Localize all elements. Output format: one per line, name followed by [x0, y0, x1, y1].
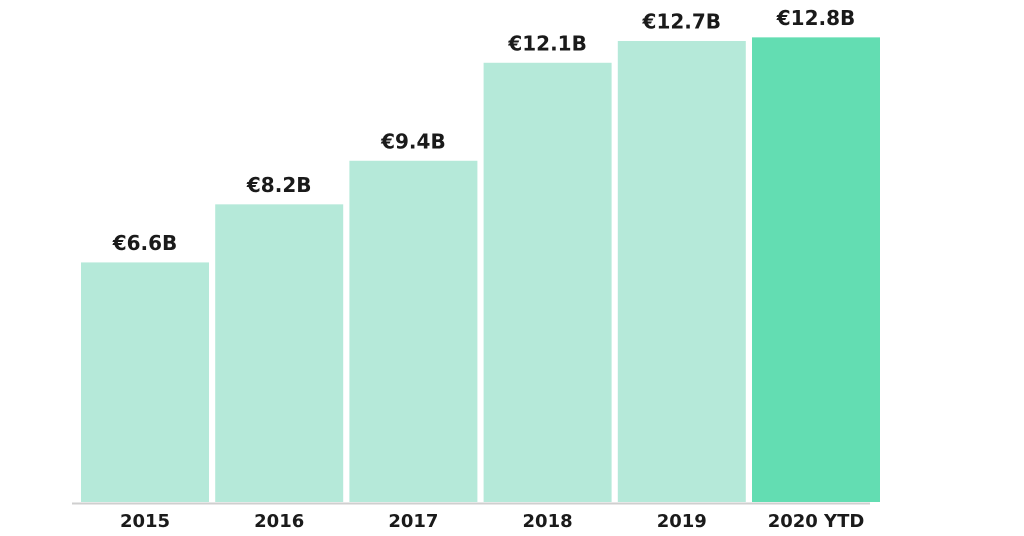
value-label: €6.6B — [112, 231, 178, 255]
bar — [483, 62, 612, 503]
value-label: €9.4B — [380, 129, 446, 153]
bar — [215, 204, 344, 502]
x-tick-label: 2018 — [523, 511, 573, 532]
value-label: €12.8B — [776, 6, 856, 30]
value-label: €8.2B — [246, 173, 312, 197]
bar — [349, 160, 478, 502]
x-tick-label: 2019 — [657, 511, 707, 532]
bar — [752, 37, 880, 503]
bar — [81, 262, 209, 502]
bar — [617, 40, 746, 503]
value-label: €12.7B — [642, 9, 722, 33]
x-tick-label: 2015 — [120, 511, 170, 532]
x-tick-label: 2017 — [388, 511, 438, 532]
x-tick-label: 2020 YTD — [768, 511, 865, 532]
value-label: €12.1B — [507, 31, 587, 55]
x-tick-label: 2016 — [254, 511, 304, 532]
